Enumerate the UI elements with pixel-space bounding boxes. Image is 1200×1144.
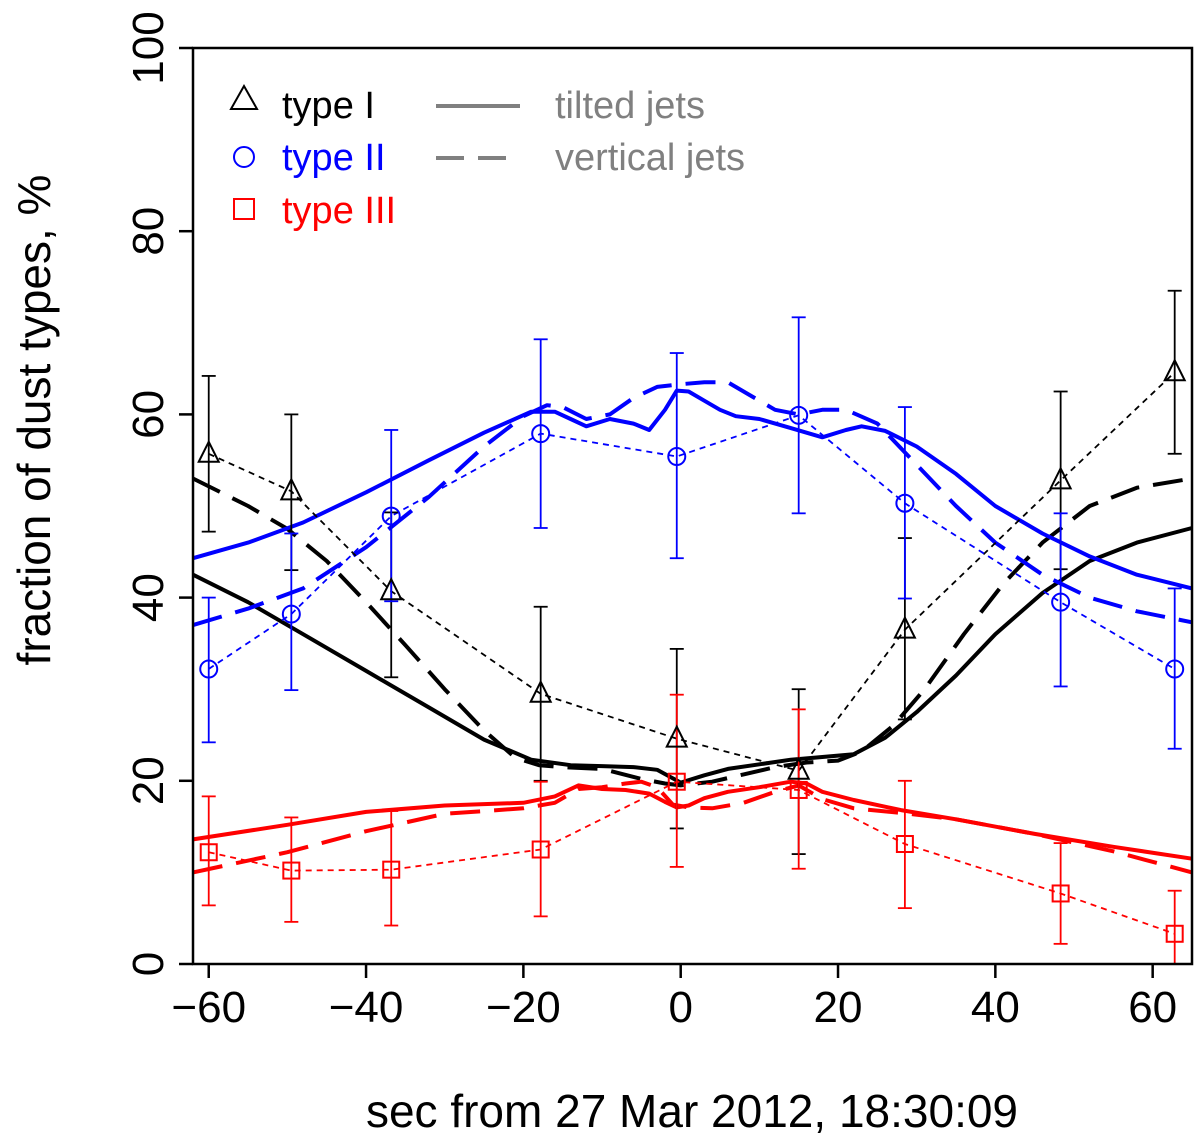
legend-label-type-i: type I xyxy=(282,85,375,127)
point-type-i-4 xyxy=(665,724,689,748)
y-tick-label-2: 40 xyxy=(124,573,173,622)
point-type-iii-2 xyxy=(382,860,401,879)
plot-errorbars xyxy=(201,289,1182,965)
point-type-i-1 xyxy=(279,477,303,501)
axes: −60 −40 −20 0 20 40 60 0 20 40 60 80 100 xyxy=(124,11,1177,1032)
legend: type I type II type III tilted jets vert… xyxy=(229,83,745,232)
point-type-iii-8 xyxy=(1165,924,1184,943)
legend-label-type-iii: type III xyxy=(282,190,396,232)
y-tick-label-3: 60 xyxy=(124,390,173,439)
point-type-i-3 xyxy=(529,679,553,703)
legend-label-vertical-jets: vertical jets xyxy=(555,137,745,179)
x-tick-label-6: 60 xyxy=(1128,983,1177,1032)
legend-marker-square xyxy=(233,198,255,220)
point-type-ii-5 xyxy=(789,405,809,425)
point-type-i-0 xyxy=(197,439,221,463)
point-type-i-2 xyxy=(379,576,403,601)
point-type-ii-3 xyxy=(531,424,551,444)
legend-marker-circle xyxy=(233,146,255,168)
point-type-ii-2 xyxy=(381,506,401,526)
point-type-i-7 xyxy=(1049,466,1073,490)
model-dashed-type-iii xyxy=(192,779,1193,875)
point-type-i-6 xyxy=(893,615,917,639)
observed-line-type-i xyxy=(208,371,1176,772)
model-solid-type-ii xyxy=(192,388,1193,591)
point-type-ii-8 xyxy=(1165,659,1185,679)
x-tick-label-0: −60 xyxy=(171,983,246,1032)
model-solid-type-iii xyxy=(192,779,1193,861)
plot-markers xyxy=(197,358,1187,943)
x-tick-label-1: −40 xyxy=(329,983,404,1032)
plot-lines xyxy=(192,371,1193,935)
x-tick-label-5: 40 xyxy=(971,983,1020,1032)
point-type-ii-6 xyxy=(895,493,915,513)
y-tick-label-1: 20 xyxy=(124,756,173,805)
point-type-ii-1 xyxy=(281,604,301,624)
point-type-iii-3 xyxy=(531,840,550,859)
y-tick-label-5: 100 xyxy=(124,11,173,84)
point-type-i-5 xyxy=(787,756,811,780)
point-type-iii-5 xyxy=(789,780,808,799)
point-type-iii-1 xyxy=(282,861,301,880)
x-tick-label-4: 20 xyxy=(814,983,863,1032)
point-type-iii-6 xyxy=(895,835,914,854)
legend-label-tilted-jets: tilted jets xyxy=(555,85,705,127)
point-type-ii-0 xyxy=(199,659,219,679)
x-tick-label-2: −20 xyxy=(486,983,561,1032)
legend-label-type-ii: type II xyxy=(282,137,386,179)
y-tick-label-0: 0 xyxy=(124,952,173,976)
point-type-iii-0 xyxy=(199,843,218,862)
y-axis-title: fraction of dust types, % xyxy=(8,175,60,666)
observed-line-type-ii xyxy=(208,414,1176,670)
x-tick-label-3: 0 xyxy=(668,983,692,1032)
model-dashed-type-ii xyxy=(192,380,1193,628)
point-type-ii-7 xyxy=(1051,592,1071,612)
model-solid-type-i xyxy=(192,526,1193,785)
model-dashed-type-i xyxy=(192,476,1193,788)
plot-frame xyxy=(191,46,1194,966)
x-axis-title: sec from 27 Mar 2012, 18:30:09 xyxy=(366,1085,1018,1137)
point-type-ii-4 xyxy=(667,447,687,467)
legend-marker-triangle xyxy=(229,83,259,110)
y-tick-label-4: 80 xyxy=(124,207,173,256)
point-type-iii-4 xyxy=(667,772,686,791)
point-type-iii-7 xyxy=(1051,884,1070,903)
point-type-i-8 xyxy=(1163,358,1187,382)
